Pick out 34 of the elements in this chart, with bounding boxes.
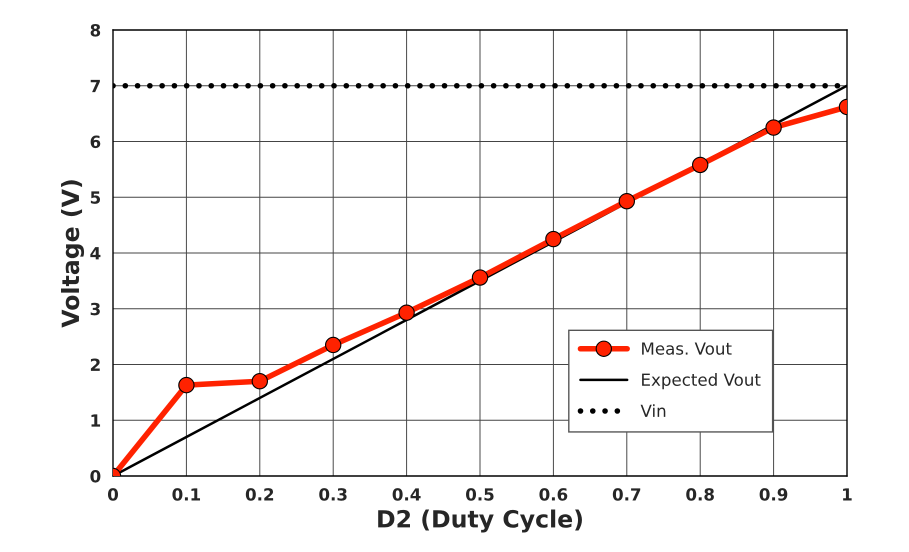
point: [618, 192, 635, 210]
x-tick-label: 0.5: [466, 488, 494, 501]
y-tick-label: 8: [90, 24, 100, 37]
point: [325, 336, 342, 354]
x-tick-label: 0.8: [686, 488, 714, 501]
point: [765, 119, 782, 136]
x-tick-label: 0: [108, 488, 118, 501]
x-tick-label: 0.9: [760, 488, 788, 501]
point: [178, 376, 195, 394]
legend-label: Meas. Vout: [642, 342, 732, 355]
x-tick-label: 0.1: [172, 488, 200, 501]
y-tick-label: 7: [90, 80, 100, 92]
x-tick-label: 0.7: [612, 488, 640, 501]
y-tick-label: 1: [91, 414, 100, 427]
point: [692, 156, 708, 174]
y-tick-label: 3: [90, 302, 100, 316]
y-tick-label: 5: [90, 191, 100, 204]
x-tick-label: 0.3: [319, 488, 347, 501]
y-tick-label: 0: [90, 470, 100, 483]
point: [545, 230, 562, 248]
x-tick-label: 0.4: [392, 488, 421, 501]
y-tick-label: 6: [90, 135, 100, 148]
point: [472, 269, 488, 286]
x-tick-label: 1: [843, 488, 852, 500]
x-axis-title: D2 (Duty Cycle): [378, 509, 582, 533]
x-tick-label: 0.6: [539, 488, 568, 501]
point: [398, 304, 415, 321]
y-tick-label: 4: [90, 247, 100, 260]
x-tick-label: 0.2: [246, 488, 274, 501]
legend-label: Vin: [640, 404, 666, 417]
y-axis-title: Voltage (V): [61, 180, 84, 328]
legend-label: Expected Vout: [642, 373, 761, 390]
y-tick-label: 2: [90, 358, 100, 371]
point: [252, 373, 268, 390]
